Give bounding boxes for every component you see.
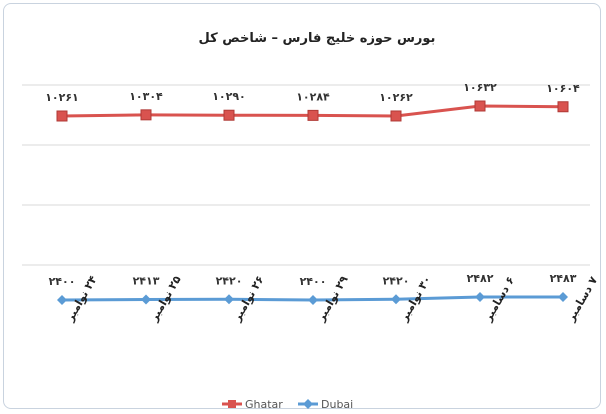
chart-title: بورس حوزه خلیج فارس – شاخص کل	[199, 31, 436, 46]
data-label: ۲۴۸۳	[550, 272, 577, 285]
data-label: ۱۰۶۰۴	[546, 82, 580, 95]
gridlines	[22, 84, 590, 266]
data-point	[224, 294, 234, 305]
data-point	[557, 101, 569, 113]
legend-marker	[228, 400, 236, 408]
chart-frame	[3, 3, 601, 409]
legend-label: Ghatar	[245, 398, 283, 411]
data-label: ۲۴۲۰	[383, 274, 410, 287]
data-point	[308, 295, 318, 305]
legend-item-dubai: Dubai	[298, 398, 353, 411]
data-label: ۱۰۶۳۲	[463, 81, 497, 94]
data-label: ۲۴۰۰	[300, 275, 327, 288]
data-point	[56, 110, 68, 122]
data-point	[57, 295, 67, 305]
data-label: ۲۴۰۰	[49, 275, 76, 288]
legend: Ghatar Dubai	[222, 398, 353, 411]
data-label: ۲۴۱۳	[133, 275, 160, 288]
legend-marker	[303, 399, 313, 409]
data-point	[475, 292, 485, 303]
data-label: ۱۰۲۸۴	[296, 90, 330, 103]
data-point	[141, 294, 151, 305]
data-point	[390, 110, 402, 122]
data-label: ۲۴۸۲	[467, 272, 494, 285]
data-point	[223, 109, 235, 121]
legend-item-ghatar: Ghatar	[222, 398, 283, 411]
data-point	[140, 109, 152, 121]
data-point	[474, 100, 486, 112]
data-point	[558, 292, 568, 302]
data-label: ۱۰۲۶۱	[45, 91, 79, 104]
data-label: ۱۰۲۶۲	[379, 91, 413, 104]
legend-label: Dubai	[321, 398, 353, 411]
data-label: ۱۰۳۰۴	[129, 90, 163, 103]
data-point	[307, 109, 319, 121]
data-point	[391, 294, 401, 305]
series-dubai: ۲۴۰۰ ۲۴۱۳ ۲۴۲۰ ۲۴۰۰ ۲۴۲۰ ۲۴۸۲ ۲۴۸۳	[49, 272, 577, 305]
series-ghatar: ۱۰۲۶۱ ۱۰۳۰۴ ۱۰۲۹۰ ۱۰۲۸۴ ۱۰۲۶۲ ۱۰۶۳۲ ۱۰۶۰۴	[45, 81, 580, 122]
data-label: ۱۰۲۹۰	[212, 90, 246, 103]
data-label: ۲۴۲۰	[216, 274, 243, 287]
